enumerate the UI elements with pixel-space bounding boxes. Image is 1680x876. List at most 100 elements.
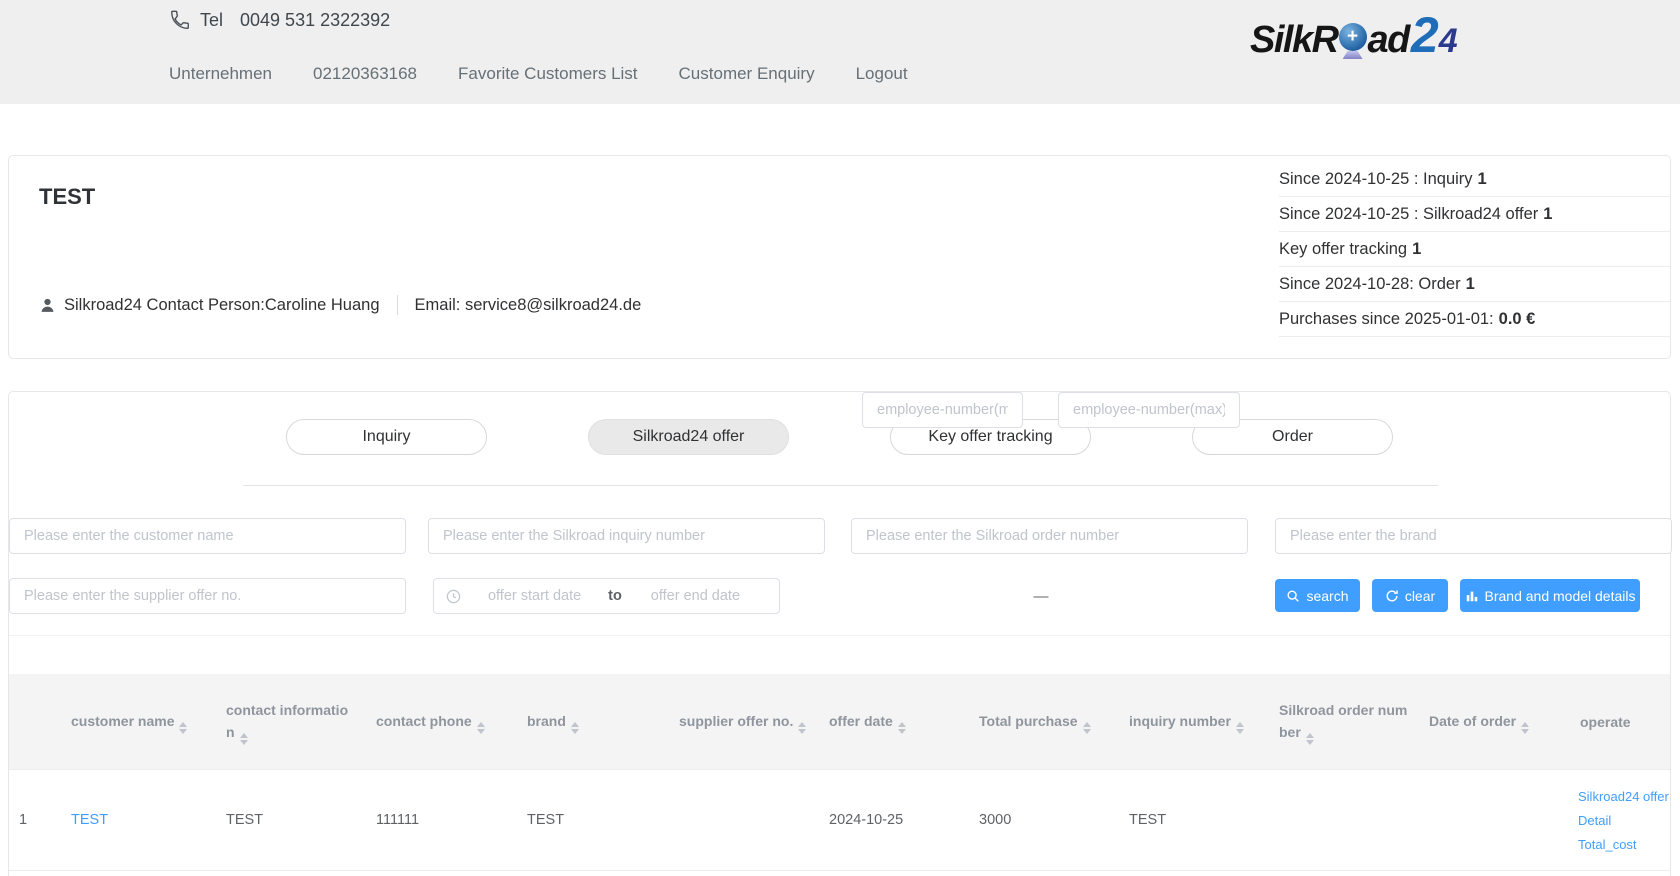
contact-email-text: Email: service8@silkroad24.de: [414, 295, 642, 314]
main-panel: Inquiry Silkroad24 offer Key offer track…: [8, 391, 1672, 876]
table-row: 1 TEST TEST 111111 TEST 2024-10-25 3000 …: [9, 770, 1670, 871]
silkroad-inquiry-number-input[interactable]: [428, 518, 825, 554]
stat-value: 1: [1412, 240, 1422, 258]
customer-summary-card: TEST Silkroad24 Contact Person:Caroline …: [8, 155, 1671, 359]
person-icon: [39, 297, 56, 314]
col-total-purchase[interactable]: Total purchase: [969, 710, 1119, 734]
sort-icon[interactable]: [798, 721, 807, 734]
row-index: 1: [19, 812, 28, 828]
col-offer-date[interactable]: offer date: [819, 710, 969, 734]
row-offer-date: 2024-10-25: [829, 812, 904, 828]
table-header-row: customer name contact information contac…: [9, 674, 1670, 770]
logo-pin-icon: +: [1338, 23, 1367, 59]
col-contact-phone[interactable]: contact phone: [366, 710, 517, 734]
nav-unternehmen[interactable]: Unternehmen: [169, 64, 273, 83]
stats-list: Since 2024-10-25 : Inquiry 1 Since 2024-1…: [1279, 162, 1670, 337]
clear-button[interactable]: clear: [1372, 579, 1448, 612]
sort-icon[interactable]: [570, 721, 579, 734]
contact-line: Silkroad24 Contact Person:Caroline Huang…: [39, 295, 641, 315]
clear-button-label: clear: [1404, 587, 1436, 604]
row-total-purchase: 3000: [979, 812, 1012, 828]
stat-value: 0.0 €: [1498, 310, 1536, 328]
brand-input[interactable]: [1275, 518, 1672, 554]
logo-plus-glyph: +: [1338, 23, 1367, 51]
stat-purchases: Purchases since 2025-01-01: 0.0 €: [1279, 302, 1670, 337]
stat-label: Since 2024-10-25 : Inquiry: [1279, 170, 1473, 188]
stat-offer-count: Since 2024-10-25 : Silkroad24 offer 1: [1279, 197, 1670, 232]
nav-phone-number[interactable]: 02120363168: [313, 64, 418, 83]
stat-label: Purchases since 2025-01-01:: [1279, 310, 1494, 328]
nav-favorite-customers-list[interactable]: Favorite Customers List: [458, 64, 638, 83]
offer-start-date-placeholder[interactable]: offer start date: [487, 588, 582, 604]
tab-inquiry[interactable]: Inquiry: [286, 419, 487, 455]
silkroad24-offer-link[interactable]: Silkroad24 offer: [1578, 788, 1669, 804]
sort-icon[interactable]: [1082, 721, 1091, 734]
brand-and-model-details-button[interactable]: Brand and model details: [1460, 579, 1640, 612]
sort-icon[interactable]: [1305, 732, 1314, 745]
sort-icon[interactable]: [1521, 721, 1530, 734]
row-customer-name-link[interactable]: TEST: [71, 812, 109, 828]
offer-end-date-placeholder[interactable]: offer end date: [650, 588, 741, 604]
sort-icon[interactable]: [179, 721, 188, 734]
row-operate-cell: Silkroad24 offer Detail Total_cost: [1570, 789, 1670, 852]
supplier-offer-no-input[interactable]: [9, 578, 406, 614]
offer-date-range-picker[interactable]: offer start date to offer end date: [433, 578, 780, 614]
col-date-of-order[interactable]: Date of order: [1419, 710, 1570, 734]
tel-number: 0049 531 2322392: [240, 9, 391, 30]
stat-key-offer-tracking: Key offer tracking 1: [1279, 232, 1670, 267]
employee-range-separator: —: [1033, 587, 1049, 605]
stat-label: Since 2024-10-25 : Silkroad24 offer: [1279, 205, 1539, 223]
tabs-underline: [243, 485, 1438, 486]
nav-logout[interactable]: Logout: [855, 64, 908, 83]
silkroad24-logo[interactable]: SilkR + ad24: [1250, 6, 1458, 64]
stat-value: 1: [1543, 205, 1553, 223]
logo-text-left: SilkR: [1250, 19, 1339, 61]
refresh-icon: [1386, 589, 1398, 601]
logo-digit-2: 2: [1410, 7, 1439, 63]
search-button[interactable]: search: [1275, 579, 1360, 612]
logo-digit-4: 4: [1438, 22, 1458, 60]
col-supplier-offer-no[interactable]: supplier offer no.: [669, 710, 819, 734]
bar-chart-icon: [1466, 591, 1477, 601]
total-cost-link[interactable]: Total_cost: [1578, 836, 1637, 852]
sort-icon[interactable]: [476, 721, 485, 734]
sort-icon[interactable]: [239, 732, 248, 745]
vertical-divider: [396, 295, 398, 315]
row-inquiry-number: TEST: [1129, 812, 1167, 828]
sort-icon[interactable]: [897, 721, 906, 734]
col-brand[interactable]: brand: [517, 710, 669, 734]
telephone-info: Tel 0049 531 2322392: [169, 7, 390, 33]
silkroad-order-number-input[interactable]: [851, 518, 1248, 554]
top-header: Tel 0049 531 2322392 SilkR + ad24 Unterneh…: [0, 0, 1680, 104]
col-customer-name[interactable]: customer name: [61, 710, 216, 734]
row-brand: TEST: [527, 812, 565, 828]
logo-pin-base: [1342, 51, 1363, 59]
tel-label: Tel: [200, 9, 224, 30]
nav-customer-enquiry[interactable]: Customer Enquiry: [678, 64, 815, 83]
date-range-to-label: to: [608, 588, 622, 604]
filter-divider: [9, 635, 1670, 636]
employee-number-min-input[interactable]: [862, 392, 1023, 428]
results-table: customer name contact information contac…: [9, 674, 1670, 871]
employee-number-max-input[interactable]: [1058, 392, 1240, 428]
tab-silkroad24-offer[interactable]: Silkroad24 offer: [588, 419, 789, 455]
col-silkroad-order-number[interactable]: Silkroad order number: [1269, 699, 1419, 745]
col-inquiry-number[interactable]: inquiry number: [1119, 710, 1269, 734]
row-contact-phone: 111111: [376, 812, 420, 828]
sort-icon[interactable]: [1235, 721, 1244, 734]
customer-name-input[interactable]: [9, 518, 406, 554]
stat-value: 1: [1477, 170, 1487, 188]
col-operate: operate: [1580, 713, 1631, 730]
row-contact-information: TEST: [226, 812, 264, 828]
customer-title: TEST: [39, 184, 96, 209]
stat-inquiry-count: Since 2024-10-25 : Inquiry 1: [1279, 162, 1670, 197]
phone-icon: [169, 9, 191, 31]
filter-area: offer start date to offer end date — sea…: [9, 392, 1672, 876]
col-contact-information[interactable]: contact information: [216, 699, 366, 745]
detail-link[interactable]: Detail: [1578, 812, 1612, 828]
stat-label: Key offer tracking: [1279, 240, 1408, 258]
search-button-label: search: [1306, 587, 1349, 604]
contact-person-text: Silkroad24 Contact Person:Caroline Huang: [64, 295, 380, 314]
stat-value: 1: [1465, 275, 1475, 293]
stat-order-count: Since 2024-10-28: Order 1: [1279, 267, 1670, 302]
